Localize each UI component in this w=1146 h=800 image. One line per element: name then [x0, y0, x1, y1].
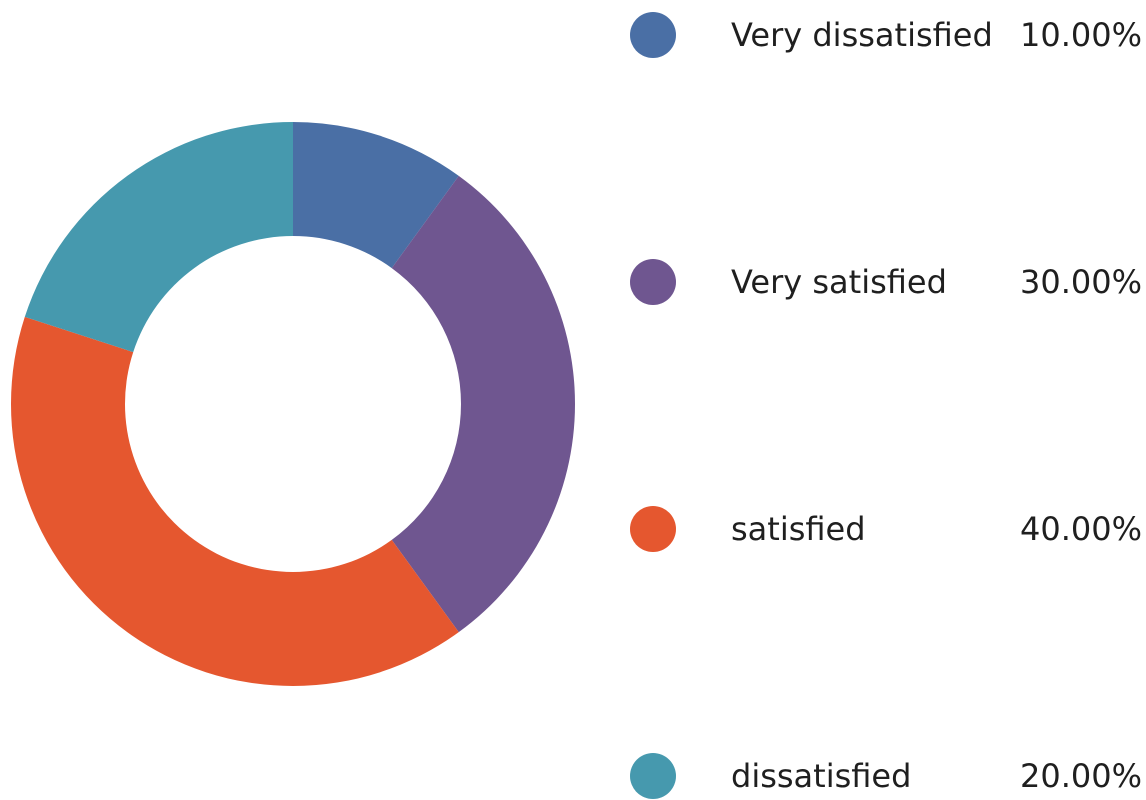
legend-item: dissatisfied 20.00%	[630, 752, 1142, 800]
legend-label: dissatisfied	[731, 757, 912, 795]
donut-svg	[10, 122, 575, 686]
donut-slice	[293, 122, 459, 269]
legend-value: 20.00%	[1019, 757, 1142, 795]
legend-dot	[630, 506, 676, 552]
donut-slice	[10, 316, 459, 686]
legend-value: 40.00%	[1019, 510, 1142, 548]
legend-item: Very satisfied 30.00%	[630, 258, 1142, 306]
legend-label: Very satisfied	[731, 263, 947, 301]
donut-slice	[391, 175, 575, 633]
legend-item: Very dissatisfied 10.00%	[630, 11, 1142, 59]
legend-item: satisfied 40.00%	[630, 505, 1142, 553]
legend-dot	[630, 12, 676, 58]
legend-dot	[630, 753, 676, 799]
donut-slice	[24, 122, 293, 353]
legend-label: Very dissatisfied	[731, 16, 993, 54]
legend-value: 30.00%	[1019, 263, 1142, 301]
legend-dot	[630, 259, 676, 305]
legend-value: 10.00%	[1019, 16, 1142, 54]
legend-label: satisfied	[731, 510, 866, 548]
